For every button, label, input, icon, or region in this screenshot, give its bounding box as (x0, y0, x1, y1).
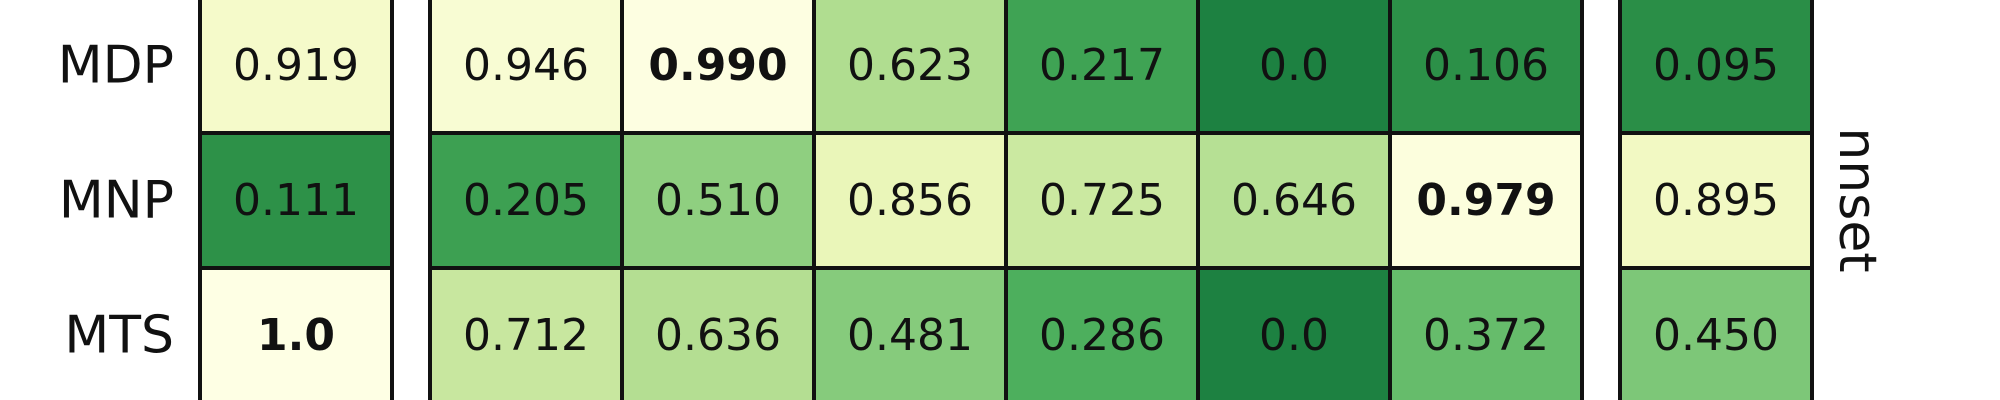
side-label: nnset (1827, 127, 1887, 272)
cell-value-label: 0.481 (847, 310, 973, 361)
heatmap-cell (1388, 131, 1584, 270)
heatmap-cell (1618, 0, 1814, 135)
cell-value-label: 0.372 (1423, 310, 1549, 361)
heatmap-cell (428, 266, 624, 400)
row-label-mdp: MDP (58, 36, 174, 96)
cell-value-label: 0.106 (1423, 40, 1549, 91)
cell-value-label: 1.0 (257, 310, 335, 361)
cell-value-label: 0.712 (463, 310, 589, 361)
cell-value-label: 0.095 (1653, 40, 1779, 91)
cell-value-label: 0.990 (648, 40, 787, 91)
heatmap-cell (428, 131, 624, 270)
cell-value-label: 0.510 (655, 175, 781, 226)
heatmap-cell (1388, 0, 1584, 135)
cell-value-label: 0.895 (1653, 175, 1779, 226)
heatmap-cell (620, 0, 816, 135)
cell-value-label: 0.0 (1259, 310, 1329, 361)
cell-value-label: 0.111 (233, 175, 359, 226)
heatmap-cell (1196, 266, 1392, 400)
heatmap-cell (1618, 266, 1814, 400)
cell-value-label: 0.856 (847, 175, 973, 226)
heatmap-cell (620, 266, 816, 400)
heatmap-cells: 0.919 0.946 0.990 0.623 0.217 0.0 0.106 0.095 0.… (198, 0, 1814, 400)
cell-value-label: 0.725 (1039, 175, 1165, 226)
heatmap-cell (1618, 131, 1814, 270)
heatmap-cell (1004, 0, 1200, 135)
cell-value-label: 0.636 (655, 310, 781, 361)
cell-value-label: 0.979 (1416, 175, 1555, 226)
heatmap-cell (1388, 266, 1584, 400)
row-label-mnp: MNP (59, 171, 174, 231)
heatmap-cell (812, 0, 1008, 135)
heatmap-cell (1196, 131, 1392, 270)
cell-value-label: 0.919 (233, 40, 359, 91)
row-label-mts: MTS (64, 306, 174, 366)
cell-value-label: 0.946 (463, 40, 589, 91)
heatmap-cell (198, 131, 394, 270)
cell-value-label: 0.646 (1231, 175, 1357, 226)
heatmap-cell (198, 266, 394, 400)
row-labels: MDP MNP MTS (58, 36, 174, 366)
heatmap-cell (1004, 266, 1200, 400)
heatmap-cell (812, 266, 1008, 400)
cell-value-label: 0.450 (1653, 310, 1779, 361)
cell-value-label: 0.623 (847, 40, 973, 91)
heatmap-cell (198, 0, 394, 135)
cell-value-label: 0.205 (463, 175, 589, 226)
cell-value-label: 0.0 (1259, 40, 1329, 91)
heatmap-cell (1196, 0, 1392, 135)
heatmap-cell (812, 131, 1008, 270)
heatmap-cell (428, 0, 624, 135)
cell-value-label: 0.286 (1039, 310, 1165, 361)
cell-value-label: 0.217 (1039, 40, 1165, 91)
